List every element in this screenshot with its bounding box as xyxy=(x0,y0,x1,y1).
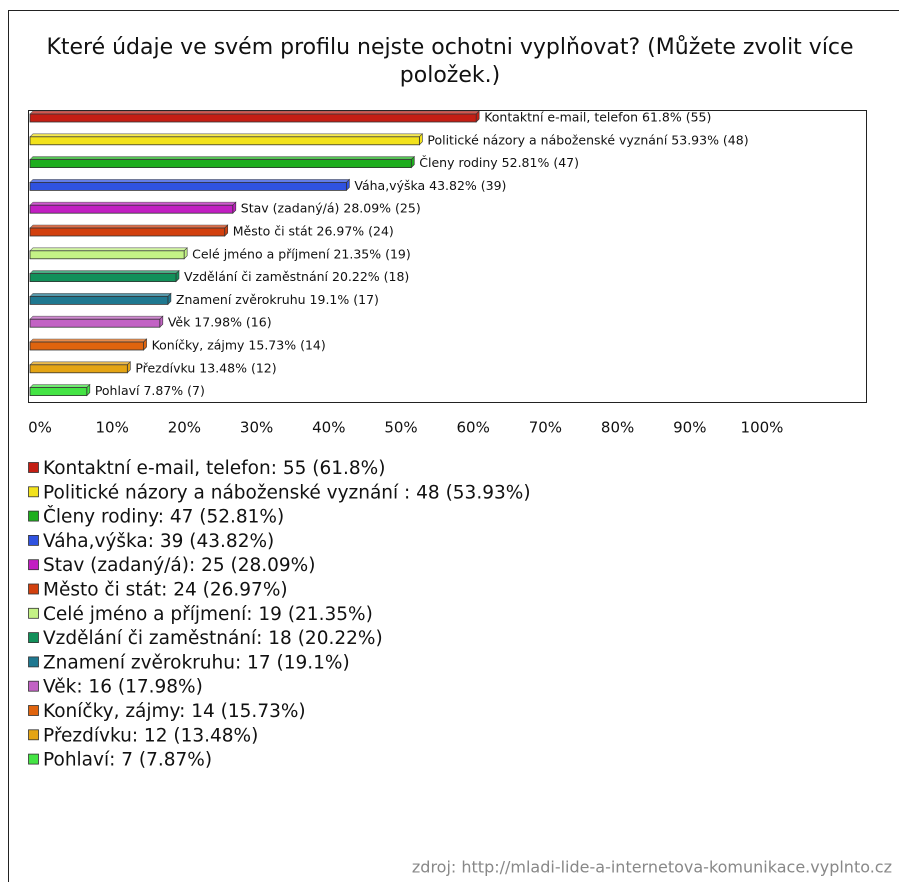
x-tick-label: 40% xyxy=(312,419,345,437)
bar xyxy=(29,250,185,260)
legend-swatch xyxy=(28,656,39,668)
legend-label: Stav (zadaný/á): 25 (28.09%) xyxy=(43,555,315,576)
x-tick-label: 30% xyxy=(240,419,273,437)
bar-label: Kontaktní e-mail, telefon 61.8% (55) xyxy=(484,110,711,125)
legend-label: Členy rodiny: 47 (52.81%) xyxy=(43,506,284,528)
legend-swatch xyxy=(28,559,39,571)
legend-label: Politické názory a náboženské vyznání : … xyxy=(43,482,531,503)
bar-top xyxy=(29,338,148,343)
bar-top xyxy=(29,110,480,115)
bar xyxy=(29,387,88,397)
bar-top xyxy=(29,270,180,274)
legend-label: Pohlaví: 7 (7.87%) xyxy=(43,750,212,771)
bar-label: Vzdělání či zaměstnání 20.22% (18) xyxy=(184,269,409,284)
bar-label: Členy rodiny 52.81% (47) xyxy=(419,155,579,170)
x-tick-label: 100% xyxy=(741,419,784,437)
bar-label: Stav (zadaný/á) 28.09% (25) xyxy=(241,201,421,216)
bar-top xyxy=(29,315,164,320)
legend-label: Znamení zvěrokruhu: 17 (19.1%) xyxy=(43,652,350,673)
legend-label: Přezdívku: 12 (13.48%) xyxy=(43,725,258,746)
bar-label: Celé jméno a příjmení 21.35% (19) xyxy=(192,246,411,261)
bar xyxy=(29,159,412,169)
x-tick-label: 10% xyxy=(96,419,129,437)
bar-top xyxy=(29,156,416,160)
x-tick-label: 90% xyxy=(673,419,706,437)
bar-label: Politické názory a náboženské vyznání 53… xyxy=(427,132,748,147)
bar xyxy=(29,113,477,123)
legend-label: Město či stát: 24 (26.97%) xyxy=(43,580,288,601)
legend-label: Věk: 16 (17.98%) xyxy=(43,677,203,698)
bar-label: Znamení zvěrokruhu 19.1% (17) xyxy=(176,292,379,307)
bar-label: Pohlaví 7.87% (7) xyxy=(95,383,205,398)
bar-top xyxy=(29,293,172,297)
legend-swatch xyxy=(28,462,39,473)
x-tick-label: 50% xyxy=(384,419,417,437)
bar xyxy=(29,364,128,374)
legend-swatch xyxy=(28,729,39,741)
legend-swatch xyxy=(28,705,39,716)
bar-top xyxy=(29,384,91,388)
x-tick-label: 80% xyxy=(601,419,634,437)
bar-label: Koníčky, zájmy 15.73% (14) xyxy=(152,338,326,353)
bar xyxy=(29,318,161,328)
bar xyxy=(29,227,226,237)
bar-label: Věk 17.98% (16) xyxy=(168,315,272,330)
legend-swatch xyxy=(28,753,39,765)
legend-label: Celé jméno a příjmení: 19 (21.35%) xyxy=(43,604,373,625)
x-tick-label: 20% xyxy=(168,419,201,437)
legend-swatch xyxy=(28,680,39,692)
bar-top xyxy=(29,201,237,206)
legend-swatch xyxy=(28,535,39,546)
x-tick-label: 60% xyxy=(457,419,490,437)
x-tick-label: 0% xyxy=(28,419,52,437)
chart-title: Které údaje ve svém profilu nejste ochot… xyxy=(46,35,854,88)
bar-top xyxy=(29,247,188,252)
legend-swatch xyxy=(28,510,39,522)
legend-swatch xyxy=(28,632,39,643)
bar-label: Přezdívku 13.48% (12) xyxy=(135,360,276,375)
bar-top xyxy=(29,224,229,229)
bar xyxy=(29,295,169,305)
bar-label: Váha,výška 43.82% (39) xyxy=(354,178,506,193)
bar-top xyxy=(29,361,132,366)
source: zdroj: http://mladi-lide-a-internetova-k… xyxy=(412,858,892,877)
legend-label: Kontaktní e-mail, telefon: 55 (61.8%) xyxy=(43,458,385,479)
legend-swatch xyxy=(28,583,39,595)
legend-label: Koníčky, zájmy: 14 (15.73%) xyxy=(43,701,306,722)
bar-top xyxy=(29,133,424,138)
bar xyxy=(29,136,420,146)
x-tick-label: 70% xyxy=(529,419,562,437)
bar-top xyxy=(29,179,351,183)
bar xyxy=(29,181,347,191)
bar-label: Město či stát 26.97% (24) xyxy=(233,224,394,239)
legend-label: Vzdělání či zaměstnání: 18 (20.22%) xyxy=(43,628,383,649)
legend-swatch xyxy=(28,607,39,619)
legend-label: Váha,výška: 39 (43.82%) xyxy=(43,531,274,552)
bar xyxy=(29,204,234,214)
bar xyxy=(29,273,177,283)
bar xyxy=(29,341,144,351)
legend-swatch xyxy=(28,486,39,498)
